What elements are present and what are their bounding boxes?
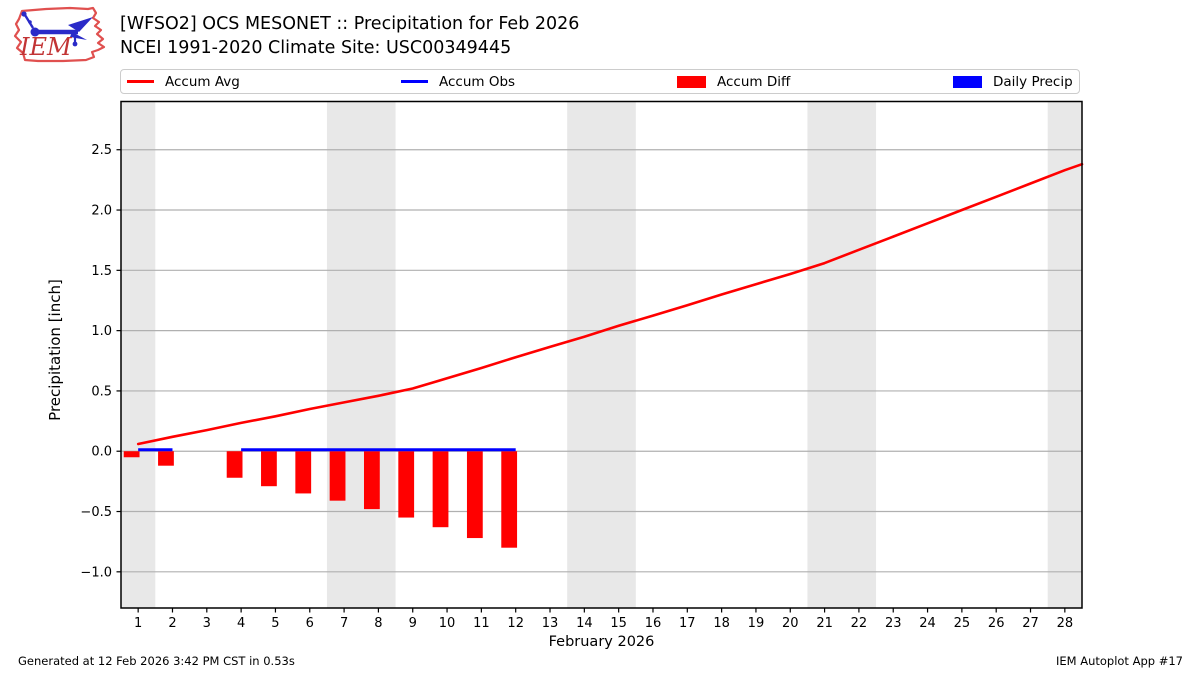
x-tick-label: 4	[237, 616, 245, 631]
x-tick-label: 28	[1057, 616, 1074, 631]
legend-label-daily-precip: Daily Precip	[993, 73, 1073, 90]
x-tick-label: 14	[576, 616, 593, 631]
chart-header: [WFSO2] OCS MESONET :: Precipitation for…	[120, 13, 579, 60]
x-tick-label: 25	[954, 616, 971, 631]
bar	[226, 451, 243, 478]
accum-avg-line-swatch	[127, 79, 154, 84]
y-tick-label: 0.5	[91, 384, 112, 399]
autoplot-app-credit: IEM Autoplot App #17	[1055, 654, 1183, 668]
y-tick-label: 0.0	[91, 445, 112, 460]
x-tick-label: 20	[782, 616, 799, 631]
x-tick-label: 11	[473, 616, 490, 631]
iem-logo-svg: IEM	[13, 6, 106, 63]
chart-title-line1: [WFSO2] OCS MESONET :: Precipitation for…	[120, 14, 580, 34]
x-tick-label: 12	[507, 616, 524, 631]
x-tick-label: 13	[542, 616, 559, 631]
bar	[261, 451, 277, 487]
legend-label-accum-obs: Accum Obs	[439, 73, 516, 90]
bar	[432, 451, 449, 528]
legend-item-daily-precip: Daily Precip	[953, 70, 1073, 93]
legend-item-accum-diff: Accum Diff	[677, 70, 790, 93]
iem-logo: IEM	[8, 2, 112, 68]
x-tick-label: 24	[919, 616, 936, 631]
x-tick-label: 5	[271, 616, 279, 631]
x-tick-label: 8	[374, 616, 382, 631]
daily-precip-patch-swatch	[953, 75, 982, 88]
bar	[329, 451, 346, 501]
x-tick-label: 10	[439, 616, 456, 631]
x-tick-label: 9	[409, 616, 417, 631]
y-axis: −1.0 −0.5 0.0 0.5 1.0 1.5 2.0 2.5 Precipitation …	[46, 143, 121, 580]
legend-label-accum-avg: Accum Avg	[165, 73, 240, 90]
accum-diff-patch-swatch	[677, 75, 706, 88]
x-tick-label: 27	[1022, 616, 1039, 631]
bar	[398, 451, 415, 518]
x-tick-label: 19	[748, 616, 765, 631]
legend-item-accum-obs: Accum Obs	[401, 70, 515, 93]
x-axis-label: February 2026	[549, 634, 655, 650]
y-tick-label: 1.5	[91, 264, 112, 279]
x-tick-label: 18	[713, 616, 730, 631]
bar	[466, 451, 483, 539]
weekend-band	[1047, 101, 1082, 608]
y-tick-label: −0.5	[80, 505, 112, 520]
y-tick-label: 2.0	[91, 204, 112, 219]
bar	[363, 451, 380, 510]
y-tick-label: 2.5	[91, 143, 112, 158]
bar	[295, 451, 312, 494]
generation-timestamp: Generated at 12 Feb 2026 3:42 PM CST in …	[18, 654, 295, 668]
bar	[123, 451, 140, 458]
x-axis: 1 2 3 4 5 6 7 8 9 10 11 12 13 14 15 16 17 18 19 20 21 22 23 24 2…	[134, 608, 1073, 650]
x-tick-label: 1	[134, 616, 142, 631]
weekend-band	[121, 101, 156, 608]
x-tick-label: 16	[645, 616, 662, 631]
legend-item-accum-avg: Accum Avg	[127, 70, 240, 93]
x-tick-label: 7	[340, 616, 348, 631]
plot-border	[120, 100, 1083, 609]
y-tick-label: 1.0	[91, 324, 112, 339]
accum-obs-line-swatch	[401, 79, 428, 84]
bar	[158, 451, 174, 466]
x-tick-label: 23	[885, 616, 902, 631]
weekend-band	[807, 101, 877, 608]
accum-avg-line	[136, 162, 1084, 446]
x-tick-label: 22	[851, 616, 868, 631]
y-tick-label: −1.0	[80, 565, 112, 580]
weekend-band	[567, 101, 636, 608]
x-tick-label: 26	[988, 616, 1005, 631]
chart-legend: Accum Avg Accum Obs Accum Diff Daily Pre…	[120, 69, 1080, 94]
weather-vane-icon	[21, 11, 93, 47]
x-tick-label: 6	[306, 616, 314, 631]
bars-accum-diff	[123, 451, 518, 548]
x-tick-label: 17	[679, 616, 696, 631]
bar	[501, 451, 518, 548]
weekend-shading	[121, 101, 1082, 608]
x-tick-label: 2	[168, 616, 176, 631]
y-axis-label: Precipitation [inch]	[46, 279, 64, 421]
legend-label-accum-diff: Accum Diff	[717, 73, 791, 90]
x-tick-label: 3	[203, 616, 211, 631]
iem-logo-text: IEM	[19, 33, 73, 61]
chart-title-line2: NCEI 1991-2020 Climate Site: USC00349445	[120, 37, 512, 58]
x-tick-label: 15	[610, 616, 627, 631]
weekend-band	[326, 101, 396, 608]
x-tick-label: 21	[816, 616, 833, 631]
